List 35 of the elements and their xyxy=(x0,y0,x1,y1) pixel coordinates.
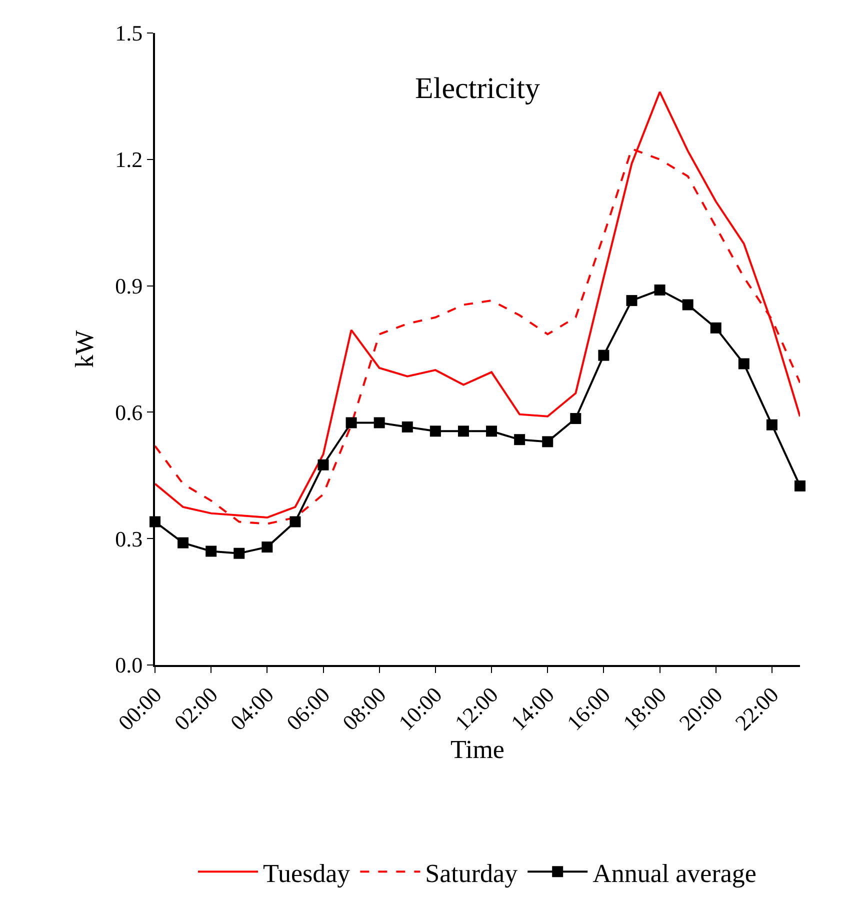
y-tick-label: 1.2 xyxy=(115,147,143,172)
y-tick-label: 0.0 xyxy=(115,652,143,678)
point xyxy=(234,548,245,559)
legend-label: Tuesday xyxy=(263,858,350,888)
y-tick-label: 0.9 xyxy=(115,274,143,298)
text: Electricity xyxy=(415,72,540,106)
y-axis-title: kW xyxy=(70,330,99,368)
point xyxy=(318,459,329,470)
legend-label: Saturday xyxy=(425,858,518,888)
point xyxy=(374,417,385,428)
point xyxy=(402,421,413,432)
point xyxy=(430,426,441,437)
point xyxy=(206,546,217,557)
point xyxy=(598,350,610,361)
point xyxy=(458,426,469,437)
point xyxy=(794,480,806,492)
legend-label: Annual average xyxy=(592,858,756,888)
point xyxy=(626,295,638,306)
y-tick-label: 1.5 xyxy=(115,20,143,46)
point xyxy=(570,413,582,424)
point xyxy=(262,542,273,553)
point xyxy=(290,516,301,528)
point xyxy=(346,417,357,428)
point xyxy=(654,284,666,296)
point xyxy=(178,537,189,548)
point xyxy=(486,426,498,437)
point xyxy=(738,358,750,370)
point xyxy=(766,419,778,430)
point xyxy=(514,434,526,446)
point xyxy=(542,436,554,448)
x-axis-title: Time xyxy=(450,735,504,764)
y-tick-label: 0.3 xyxy=(115,526,143,552)
point xyxy=(682,299,694,310)
y-tick-label: 0.6 xyxy=(115,400,143,425)
point xyxy=(710,322,722,334)
